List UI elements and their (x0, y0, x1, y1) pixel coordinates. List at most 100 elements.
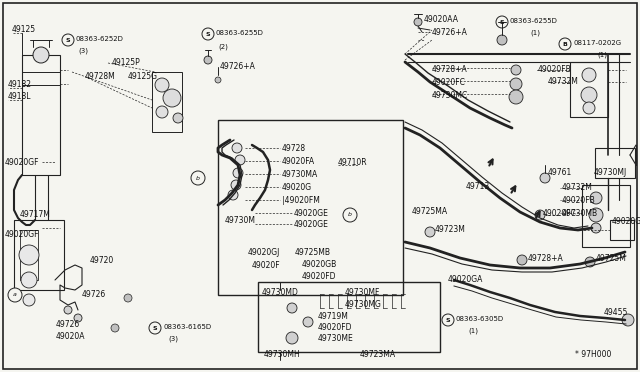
Circle shape (497, 35, 507, 45)
Text: (2): (2) (218, 43, 228, 49)
Text: 49728: 49728 (282, 144, 306, 153)
Text: 49726+A: 49726+A (432, 28, 468, 37)
Text: 08363-6255D: 08363-6255D (216, 30, 264, 36)
Text: (1): (1) (530, 30, 540, 36)
Circle shape (442, 314, 454, 326)
Text: 49125P: 49125P (112, 58, 141, 67)
Circle shape (231, 180, 241, 190)
Text: 4918L: 4918L (8, 92, 31, 101)
Bar (20, 230, 38, 280)
Circle shape (591, 223, 601, 233)
Circle shape (343, 208, 357, 222)
Circle shape (8, 288, 22, 302)
Text: 49732M: 49732M (562, 183, 593, 192)
Text: 49726: 49726 (56, 320, 80, 329)
Circle shape (510, 78, 522, 90)
Text: 49732M: 49732M (548, 77, 579, 86)
Text: 49020GF: 49020GF (5, 158, 40, 167)
Bar (610, 220, 634, 240)
Circle shape (19, 245, 39, 265)
Circle shape (163, 89, 181, 107)
Bar (14, 220, 64, 290)
Circle shape (204, 56, 212, 64)
Circle shape (64, 306, 72, 314)
Circle shape (582, 68, 596, 82)
Text: 49730MD: 49730MD (262, 288, 299, 297)
Text: S: S (153, 326, 157, 330)
Text: 49725MA: 49725MA (412, 207, 448, 216)
Circle shape (590, 192, 602, 204)
Circle shape (511, 65, 521, 75)
Circle shape (155, 78, 169, 92)
Circle shape (425, 227, 435, 237)
Circle shape (517, 255, 527, 265)
Text: 49730MH: 49730MH (264, 350, 301, 359)
Text: S: S (500, 19, 504, 25)
Text: (3): (3) (168, 336, 178, 343)
Text: 49125: 49125 (12, 25, 36, 34)
Circle shape (303, 317, 313, 327)
Text: b: b (348, 212, 352, 218)
Text: 49020F: 49020F (252, 261, 280, 270)
Text: 49723M: 49723M (435, 225, 466, 234)
Circle shape (589, 208, 603, 222)
Text: 49710R: 49710R (338, 158, 367, 167)
Text: 49730ME: 49730ME (318, 334, 354, 343)
Text: 08363-6252D: 08363-6252D (76, 36, 124, 42)
Text: 49020FD: 49020FD (302, 272, 337, 281)
Circle shape (583, 102, 595, 114)
Text: 49455: 49455 (604, 308, 628, 317)
Text: 49730MA: 49730MA (282, 170, 318, 179)
Circle shape (287, 303, 297, 313)
Text: 49719M: 49719M (318, 312, 349, 321)
Text: 49730MJ: 49730MJ (594, 168, 627, 177)
Text: 49020A: 49020A (56, 332, 86, 341)
Text: 49020FD: 49020FD (318, 323, 353, 332)
Text: |49020FM: |49020FM (282, 196, 320, 205)
Circle shape (581, 87, 597, 103)
Text: 49020G: 49020G (282, 183, 312, 192)
Circle shape (191, 171, 205, 185)
Text: 49020AA: 49020AA (424, 15, 459, 24)
Text: 49725M: 49725M (596, 254, 627, 263)
Circle shape (233, 168, 243, 178)
Text: S: S (445, 317, 451, 323)
Bar (22, 55, 60, 175)
Circle shape (33, 47, 49, 63)
Text: 08363-6305D: 08363-6305D (456, 316, 504, 322)
Text: * 97H000: * 97H000 (575, 350, 611, 359)
Text: 49723MA: 49723MA (360, 350, 396, 359)
Bar (570, 62, 608, 117)
Text: 49730M: 49730M (225, 216, 256, 225)
Circle shape (414, 18, 422, 26)
Text: (3): (3) (78, 48, 88, 55)
Text: 08117-0202G: 08117-0202G (573, 40, 621, 46)
Circle shape (540, 173, 550, 183)
Circle shape (156, 106, 168, 118)
Text: 49020FC: 49020FC (432, 78, 466, 87)
Text: S: S (205, 32, 211, 36)
Text: 49720: 49720 (90, 256, 115, 265)
Text: 08363-6165D: 08363-6165D (163, 324, 211, 330)
Text: 49726: 49726 (82, 290, 106, 299)
Text: 49125G: 49125G (128, 72, 158, 81)
Circle shape (124, 294, 132, 302)
Text: 49728+A: 49728+A (528, 254, 564, 263)
Circle shape (74, 314, 82, 322)
Text: 49717M: 49717M (20, 210, 51, 219)
Text: 49730MF: 49730MF (345, 288, 380, 297)
Text: B: B (563, 42, 568, 46)
Text: 49020GJ: 49020GJ (248, 248, 280, 257)
Text: 49728+A: 49728+A (432, 65, 468, 74)
Text: b: b (196, 176, 200, 180)
Circle shape (585, 257, 595, 267)
Circle shape (535, 210, 545, 220)
Circle shape (622, 314, 634, 326)
Text: a: a (13, 292, 17, 298)
Circle shape (62, 34, 74, 46)
Circle shape (23, 294, 35, 306)
Circle shape (149, 322, 161, 334)
Circle shape (215, 77, 221, 83)
Text: 49020GE: 49020GE (294, 220, 329, 229)
Text: 08363-6255D: 08363-6255D (510, 18, 558, 24)
